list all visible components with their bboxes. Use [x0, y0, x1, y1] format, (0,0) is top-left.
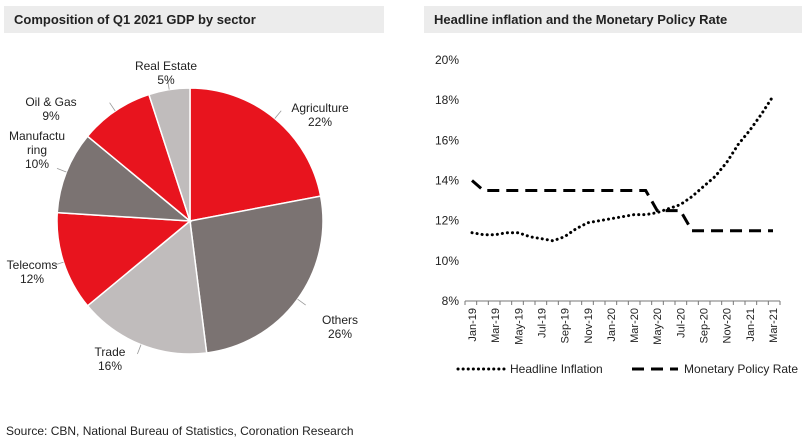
pie-leader-others — [297, 298, 306, 306]
inflation-line-chart: 8% 10% 12% 14% 16% 18% 20% Jan-19 Mar-19 May-19 Ju… — [435, 53, 798, 376]
legend-label-monetary-policy-rate: Monetary Policy Rate — [684, 362, 798, 376]
pie-label-real-estate: Real Estate — [135, 59, 197, 73]
pie-leader-telecoms — [53, 261, 64, 266]
pie-leader-agriculture — [274, 110, 282, 119]
source-note: Source: CBN, National Bureau of Statisti… — [6, 424, 354, 438]
pie-value-real-estate: 5% — [157, 73, 175, 87]
pie-slice-real-estate — [147, 87, 191, 222]
x-tick-label: Mar-20 — [629, 308, 641, 343]
series-line-headline-inflation — [470, 94, 775, 243]
pie-label-trade: Trade — [95, 345, 126, 359]
pie-slice-manufactu-ring — [56, 135, 193, 222]
pie-value-telecoms: 12% — [20, 272, 44, 286]
y-tick-label: 20% — [435, 53, 459, 67]
y-tick-label: 18% — [435, 93, 459, 107]
pie-value-manufactu-ring: 10% — [25, 157, 49, 171]
x-tick-label: Nov-19 — [583, 308, 595, 343]
pie-value-others: 26% — [328, 327, 352, 341]
x-tick-label: Jan-19 — [467, 308, 479, 342]
pie-leader-manufactu-ring — [56, 168, 67, 173]
x-tick-label: Jan-21 — [745, 308, 757, 342]
y-tick-label: 10% — [435, 254, 459, 268]
pie-slice-agriculture — [189, 87, 322, 222]
pie-value-oil-gas: 9% — [42, 109, 60, 123]
pie-slice-others — [189, 195, 324, 354]
pie-slice-telecoms — [56, 211, 192, 307]
pie-leader-real-estate — [167, 79, 170, 90]
y-tick-label: 12% — [435, 214, 459, 228]
line-chart-title: Headline inflation and the Monetary Poli… — [424, 6, 802, 33]
pie-chart-title: Composition of Q1 2021 GDP by sector — [4, 6, 384, 33]
pie-label-manufactu-ring: Manufactu — [9, 129, 65, 143]
pie-value-trade: 16% — [98, 359, 122, 373]
x-tick-label: Jan-20 — [606, 308, 618, 342]
x-tick-label: Mar-21 — [768, 308, 780, 343]
pie-label-agriculture: Agriculture — [291, 101, 349, 115]
x-tick-label: Jul-20 — [675, 308, 687, 338]
pie-label-telecoms: Telecoms — [7, 258, 58, 272]
legend-label-headline-inflation: Headline Inflation — [510, 362, 603, 376]
x-tick-label: Sep-19 — [560, 308, 572, 343]
y-tick-label: 14% — [435, 174, 459, 188]
x-tick-label: May-19 — [513, 308, 525, 345]
pie-label-manufactu-ring: ring — [27, 143, 47, 157]
pie-value-agriculture: 22% — [308, 115, 332, 129]
x-tick-label: Jul-19 — [536, 308, 548, 338]
x-tick-label: Nov-20 — [722, 308, 734, 343]
pie-leader-trade — [137, 344, 142, 355]
pie-slice-trade — [86, 219, 208, 355]
series-line-monetary-policy-rate — [471, 179, 773, 233]
x-tick-label: Mar-19 — [490, 308, 502, 343]
y-tick-label: 16% — [435, 133, 459, 147]
pie-label-oil-gas: Oil & Gas — [25, 95, 76, 109]
x-tick-label: Sep-20 — [699, 308, 711, 343]
gdp-pie-chart: Agriculture22%Others26%Trade16%Telecoms1… — [7, 59, 358, 373]
pie-label-others: Others — [322, 313, 358, 327]
x-tick-label: May-20 — [652, 308, 664, 345]
y-tick-label: 8% — [442, 294, 460, 308]
pie-leader-oil-gas — [109, 102, 116, 112]
